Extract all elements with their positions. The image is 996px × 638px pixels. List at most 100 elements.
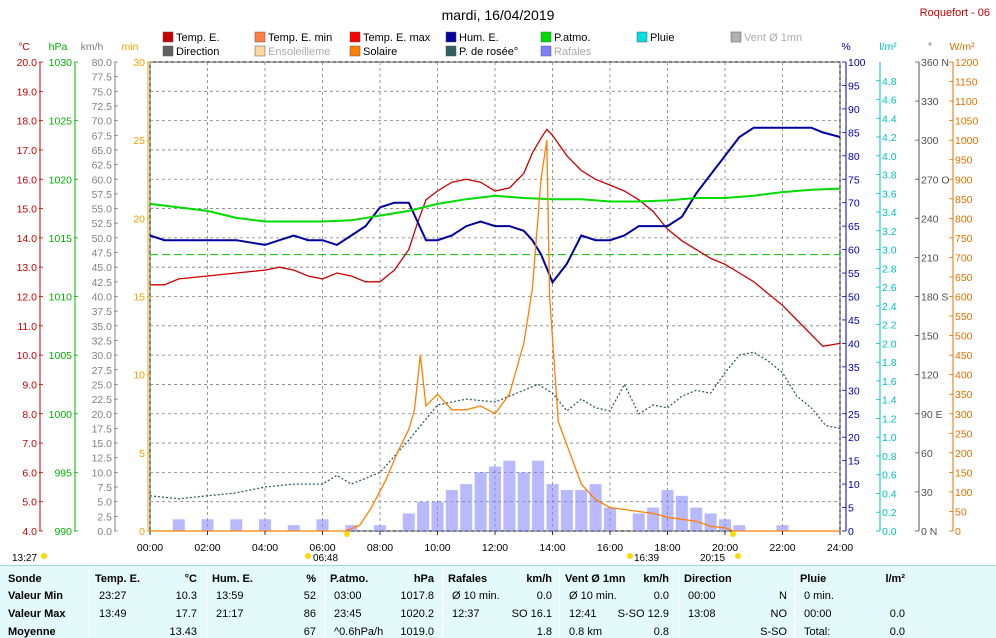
axis-tick-label: 1000 [955, 135, 979, 147]
axis-tick-label: 350 [955, 389, 973, 401]
table-cell-time: 23:45 [334, 608, 362, 620]
table-header: Pluie [800, 573, 827, 585]
axis-tick-label: 80 [848, 151, 860, 163]
table-cell-time: Ø 10 min. [452, 590, 500, 602]
table-header: Vent Ø 1mn [565, 573, 626, 585]
axis-tick-label: 900 [955, 174, 973, 186]
table-cell-value: 10.3 [175, 590, 197, 602]
axis-tick-label: 2.5 [97, 511, 112, 523]
axis-tick-label: 0.4 [882, 488, 897, 500]
axis-tick-label: 70 [848, 198, 860, 210]
axis-tick-label: 35 [848, 362, 860, 374]
axis-tick-label: 8.0 [22, 409, 37, 421]
gust-bar [546, 484, 559, 531]
table-header-unit: hPa [413, 573, 434, 585]
axis-tick-label: 5.0 [97, 497, 112, 509]
axis-tick-label: 45 [848, 315, 860, 327]
gust-bar [287, 525, 300, 531]
axis-tick-label: 25 [133, 135, 145, 147]
table-cell-time: 21:17 [216, 608, 244, 620]
axis-tick-label: 200 [955, 448, 973, 460]
axis-tick-label: 10.0 [17, 350, 38, 362]
axis-tick-label: 0.0 [882, 526, 897, 538]
axis-tick-label: 18.0 [17, 116, 38, 128]
gust-bar [575, 489, 588, 531]
axis-tick-label: 650 [955, 272, 973, 284]
axis-tick-label: 9.0 [22, 379, 37, 391]
gust-bar [704, 513, 717, 531]
axis-tick-label: 120 [921, 370, 939, 382]
axis-tick-label: 250 [955, 428, 973, 440]
axis-tick-label: 65.0 [92, 145, 113, 157]
axis-tick-label: 45.0 [92, 262, 113, 274]
table-cell-value: 13.43 [169, 626, 197, 638]
axis-tick-label: 1100 [955, 96, 978, 108]
axis-tick-label: 270 O [921, 174, 950, 186]
axis-tick-label: 400 [955, 370, 973, 382]
time-tick-label: 18:00 [654, 542, 680, 554]
gust-bar [431, 501, 444, 531]
axis-tick-label: 0.0 [97, 526, 112, 538]
axis-unit-label: min [122, 41, 139, 53]
axis-tick-label: 1020 [49, 174, 73, 186]
table-separator [559, 566, 560, 638]
table-row-label: Valeur Max [8, 608, 66, 620]
axis-tick-label: 360 N [921, 57, 949, 69]
axis-tick-label: 100 [955, 487, 973, 499]
table-cell-value: S-SO [760, 626, 787, 638]
axis-tick-label: 25 [848, 409, 860, 421]
chart-title: mardi, 16/04/2019 [442, 7, 555, 23]
axis-tick-label: 1030 [49, 57, 73, 69]
sun-events: 13:27 06:48 16:39 20:15 [12, 531, 741, 564]
axis-tick-label: 60.0 [92, 174, 113, 186]
axis-tick-label: 12.5 [92, 453, 113, 465]
axis-tick-label: 11.0 [17, 321, 37, 333]
series-line-temp-e- [150, 128, 841, 347]
sun-marker [305, 553, 311, 559]
table-header: Rafales [448, 573, 488, 585]
time-tick-label: 24:00 [827, 542, 853, 554]
legend-swatch [540, 31, 552, 43]
legend: Temp. E. Temp. E. min Temp. E. max P.atmo. P… [162, 31, 802, 58]
legend-swatch [254, 45, 266, 57]
axis-tick-label: 1200 [955, 57, 979, 69]
sunset-time: 20:15 [700, 553, 725, 564]
axis-tick-label: 4.6 [882, 95, 897, 107]
axis-tick-label: 0.2 [882, 507, 897, 519]
table-header-unit: km/h [526, 573, 552, 585]
gust-bar [402, 513, 415, 531]
gust-bar [474, 472, 487, 531]
axis-tick-label: 40 [848, 338, 860, 350]
gust-bar [589, 484, 602, 531]
table-cell-time: 0 min. [804, 590, 834, 602]
series-layer [149, 126, 841, 532]
legend-swatch [162, 31, 174, 43]
table-cell-time: 12:41 [569, 608, 597, 620]
gust-bar [675, 495, 688, 531]
axis-tick-label: 1.2 [882, 413, 897, 425]
axis-tick-label: 4.2 [882, 132, 897, 144]
axis-tick-label: 57.5 [92, 189, 113, 201]
axis-tick-label: 75.0 [92, 86, 113, 98]
legend-label: Direction [176, 46, 219, 58]
table-separator [794, 566, 795, 638]
series-line-p-atmo- [149, 187, 841, 223]
axis-tick-label: 7.5 [97, 482, 112, 494]
axis-tick-label: 0 N [921, 526, 937, 538]
table-cell-time: 0.8 km [569, 626, 603, 638]
legend-label: Temp. E. [176, 32, 219, 44]
axis-tick-label: 3.8 [882, 170, 897, 182]
gust-bar [733, 525, 746, 531]
gust-bar [517, 472, 530, 531]
axis-tick-label: 1015 [49, 233, 73, 245]
axis-tick-label: 0 [848, 526, 854, 538]
table-cell-time: ^0.6hPa/h [334, 626, 384, 638]
table-header: P.atmo. [330, 573, 369, 585]
axis-tick-label: 16.0 [17, 174, 38, 186]
gust-bar [690, 507, 703, 531]
axis-tick-label: 1025 [49, 116, 73, 128]
table-cell-value: 1019.0 [400, 626, 434, 638]
table-cell-value: 86 [303, 608, 316, 620]
gust-bar [647, 507, 660, 531]
time-tick-label: 10:00 [424, 542, 450, 554]
